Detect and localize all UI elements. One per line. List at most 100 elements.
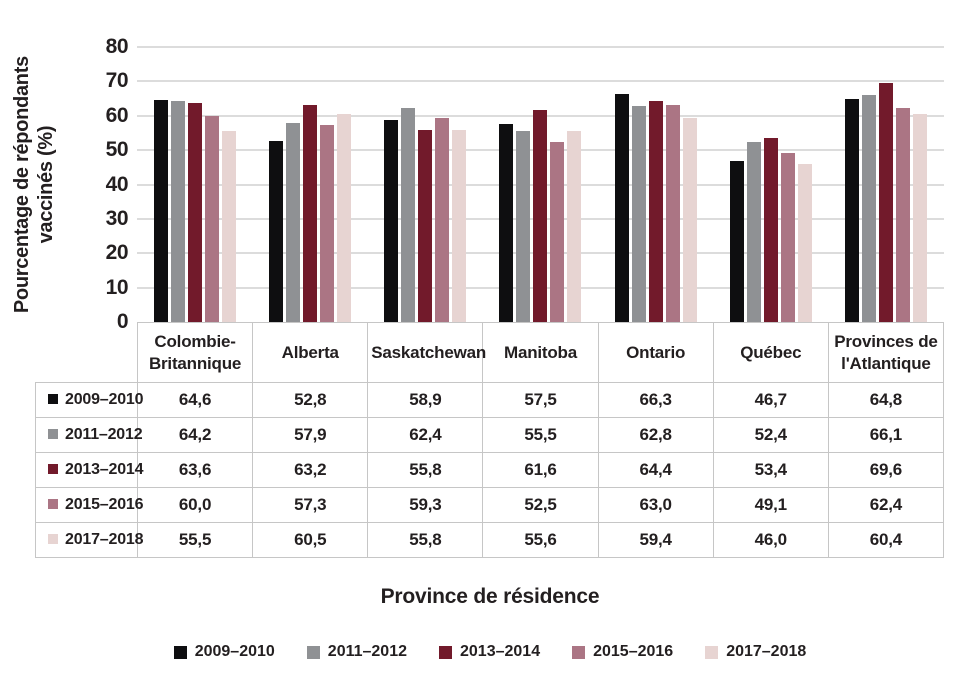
bar [435,118,450,322]
y-tick-label: 60 [105,103,129,127]
bar [913,114,928,322]
bar [302,104,317,322]
bar-group [483,47,598,322]
bar-group [137,47,252,322]
y-tick-label: 20 [105,241,129,265]
series-label-cell: 2009–2010 [35,382,143,418]
series-swatch-icon [48,499,58,509]
legend-item: 2011–2012 [306,643,407,661]
table-header-cell: Provinces de l'Atlantique [827,322,945,383]
bar [567,130,582,322]
bar [153,99,168,322]
table-value-cell: 59,3 [367,487,484,523]
table-value-cell: 62,8 [597,417,714,453]
gridline [137,80,944,83]
bar [204,115,219,322]
series-swatch-icon [48,464,58,474]
table-header-cell: Alberta [252,322,369,383]
legend-label: 2015–2016 [593,643,674,660]
legend-label: 2009–2010 [194,643,275,660]
bar [550,141,565,322]
series-label-cell: 2011–2012 [35,417,143,453]
series-swatch-icon [48,394,58,404]
y-tick-label: 50 [105,138,129,162]
table-value-cell: 55,8 [367,452,484,488]
table-value-cell: 63,0 [597,487,714,523]
table-value-cell: 63,6 [136,452,254,488]
table-value-cell: 52,8 [252,382,369,418]
table-value-cell: 57,3 [252,487,369,523]
y-tick-label: 40 [105,172,129,196]
bar [516,131,531,322]
table-value-cell: 66,3 [597,382,714,418]
table-header-cell: Ontario [597,322,714,383]
y-tick-label: 10 [105,275,129,299]
bar [747,141,762,322]
bar-group [829,47,944,322]
table-value-cell: 46,7 [712,382,829,418]
table-value-cell: 55,5 [482,417,599,453]
bar-group [713,47,828,322]
x-axis-title: Province de résidence [380,585,600,608]
table-value-cell: 52,4 [712,417,829,453]
table-row: 2011–2012 64,2 57,9 62,4 55,5 62,8 52,4 66,1 [35,417,945,453]
table-row: 2009–2010 64,6 52,8 58,9 57,5 66,3 46,7 64,8 [35,382,945,418]
chart-legend: 2009–2010 2011–2012 2013–2014 2015–2016 2017… [0,643,980,661]
legend-swatch-icon [705,645,719,659]
data-table-body: 2009–2010 64,6 52,8 58,9 57,5 66,3 46,7 64,8 201… [35,382,945,558]
bar [499,124,514,322]
bar-groups [137,47,944,322]
bar [631,106,646,322]
table-value-cell: 64,2 [136,417,254,453]
y-axis-title: Pourcentage de répondants vaccinés (%) [4,47,64,322]
legend-swatch-icon [572,645,586,659]
table-value-cell: 66,1 [827,417,945,453]
table-corner-cell [36,323,138,383]
y-tick-label: 0 [116,310,129,333]
bar [614,94,629,322]
bar [682,117,697,322]
table-value-cell: 62,4 [827,487,945,523]
bar [845,99,860,322]
series-label-cell: 2013–2014 [35,452,143,488]
table-value-cell: 55,6 [482,522,599,558]
table-value-cell: 60,5 [252,522,369,558]
legend-label: 2013–2014 [460,643,541,660]
data-table-head: Colombie-Britannique Alberta Saskatchewan M… [36,322,945,383]
plot-area [137,46,944,322]
series-label-cell: 2017–2018 [35,522,143,558]
legend-item: 2017–2018 [705,643,806,661]
table-value-cell: 60,0 [136,487,254,523]
series-swatch-icon [48,429,58,439]
bar [648,100,663,322]
table-value-cell: 60,4 [827,522,945,558]
legend-item: 2013–2014 [439,643,540,661]
table-value-cell: 59,4 [597,522,714,558]
table-value-cell: 69,6 [827,452,945,488]
bar [665,105,680,322]
table-row: 2017–2018 55,5 60,5 55,8 55,6 59,4 46,0 60,4 [35,522,945,558]
y-axis-ticks: 0 10 20 30 40 50 60 70 80 [78,35,129,333]
bar [781,153,796,322]
legend-item: 2009–2010 [173,643,275,661]
table-value-cell: 55,8 [367,522,484,558]
table-row: 2013–2014 63,6 63,2 55,8 61,6 64,4 53,4 69,6 [35,452,945,488]
data-table: Colombie-Britannique Alberta Saskatchewan M… [35,322,945,558]
y-axis-title-line: Pourcentage de répondants [10,56,33,313]
y-tick-label: 30 [105,206,129,230]
bar [418,130,433,322]
table-value-cell: 46,0 [712,522,829,558]
bar [170,101,185,322]
series-label-cell: 2015–2016 [35,487,143,523]
bar [401,107,416,322]
table-header-cell: Québec [712,322,829,383]
gridline [137,46,944,48]
bar [384,119,399,322]
table-value-cell: 55,5 [136,522,254,558]
table-value-cell: 57,9 [252,417,369,453]
bar [336,114,351,322]
bar [896,107,911,322]
bar [533,110,548,322]
table-value-cell: 64,6 [136,382,254,418]
